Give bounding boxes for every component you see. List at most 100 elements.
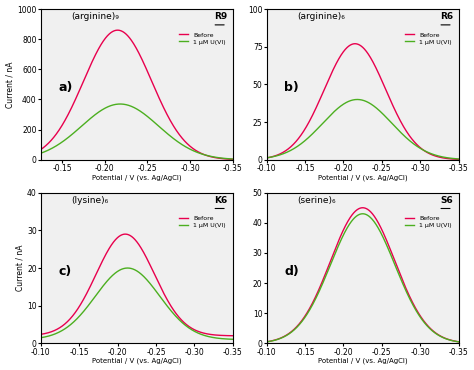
Before — [298, 133, 303, 138]
1 μM U(VI) — [183, 323, 189, 328]
X-axis label: Potential / V (vs. Ag/AgCl): Potential / V (vs. Ag/AgCl) — [92, 174, 182, 181]
Before — [313, 105, 319, 110]
1 μM U(VI) — [377, 109, 383, 114]
1 μM U(VI) — [351, 98, 356, 102]
1 μM U(VI) — [351, 217, 356, 221]
Before — [151, 85, 157, 89]
Line: 1 μM U(VI): 1 μM U(VI) — [267, 214, 458, 342]
Text: R9: R9 — [214, 12, 227, 21]
Y-axis label: Current / nA: Current / nA — [6, 61, 15, 108]
Line: 1 μM U(VI): 1 μM U(VI) — [41, 104, 233, 159]
1 μM U(VI) — [38, 336, 44, 340]
Text: (arginine)₆: (arginine)₆ — [298, 12, 346, 21]
Before — [123, 232, 128, 236]
1 μM U(VI) — [166, 306, 172, 311]
Before — [264, 156, 270, 160]
1 μM U(VI) — [392, 263, 398, 268]
1 μM U(VI) — [264, 340, 270, 344]
Legend: Before, 1 μM U(VI): Before, 1 μM U(VI) — [177, 30, 228, 46]
Text: (lysine)₆: (lysine)₆ — [72, 196, 109, 205]
Before — [377, 74, 383, 79]
Before — [38, 332, 44, 337]
Line: Before: Before — [41, 234, 233, 336]
Line: Before: Before — [267, 44, 458, 159]
Before — [409, 298, 414, 303]
1 μM U(VI) — [313, 296, 319, 300]
1 μM U(VI) — [360, 212, 365, 216]
1 μM U(VI) — [125, 103, 131, 107]
Before — [409, 136, 414, 141]
1 μM U(VI) — [230, 157, 236, 161]
1 μM U(VI) — [125, 266, 130, 270]
1 μM U(VI) — [409, 300, 414, 305]
Before — [377, 224, 383, 228]
Before — [87, 284, 93, 289]
Legend: Before, 1 μM U(VI): Before, 1 μM U(VI) — [403, 30, 454, 46]
1 μM U(VI) — [377, 229, 383, 234]
Y-axis label: Current / nA: Current / nA — [15, 245, 24, 291]
Before — [360, 205, 365, 210]
Legend: Before, 1 μM U(VI): Before, 1 μM U(VI) — [177, 214, 228, 230]
X-axis label: Potential / V (vs. Ag/AgCl): Potential / V (vs. Ag/AgCl) — [318, 358, 408, 364]
Before — [166, 117, 172, 121]
Before — [351, 42, 356, 46]
X-axis label: Potential / V (vs. Ag/AgCl): Potential / V (vs. Ag/AgCl) — [318, 174, 408, 181]
Before — [352, 41, 358, 46]
Text: d): d) — [284, 265, 299, 278]
Before — [87, 64, 93, 68]
1 μM U(VI) — [151, 120, 157, 124]
Before — [230, 333, 236, 338]
1 μM U(VI) — [264, 156, 270, 160]
Before — [264, 340, 270, 344]
1 μM U(VI) — [151, 286, 157, 291]
1 μM U(VI) — [87, 301, 93, 305]
Before — [151, 272, 157, 276]
1 μM U(VI) — [313, 128, 319, 132]
Line: 1 μM U(VI): 1 μM U(VI) — [267, 100, 458, 159]
1 μM U(VI) — [392, 125, 398, 129]
Text: (serine)₆: (serine)₆ — [298, 196, 336, 205]
1 μM U(VI) — [72, 319, 78, 323]
1 μM U(VI) — [183, 145, 189, 149]
Before — [351, 211, 356, 215]
1 μM U(VI) — [456, 157, 461, 161]
Text: b): b) — [284, 81, 299, 94]
Before — [392, 260, 398, 264]
Before — [183, 140, 189, 144]
Before — [115, 28, 120, 33]
Before — [72, 311, 78, 315]
1 μM U(VI) — [298, 321, 303, 325]
Before — [38, 147, 44, 152]
Before — [125, 232, 131, 237]
Text: (arginine)₉: (arginine)₉ — [72, 12, 119, 21]
1 μM U(VI) — [118, 102, 123, 106]
1 μM U(VI) — [355, 97, 360, 102]
1 μM U(VI) — [87, 117, 93, 121]
Text: a): a) — [58, 81, 73, 94]
1 μM U(VI) — [38, 151, 44, 155]
Before — [230, 157, 236, 162]
Line: 1 μM U(VI): 1 μM U(VI) — [41, 268, 233, 339]
Before — [183, 322, 189, 326]
1 μM U(VI) — [230, 337, 236, 342]
1 μM U(VI) — [456, 340, 461, 344]
Text: S6: S6 — [440, 196, 453, 205]
1 μM U(VI) — [298, 142, 303, 146]
Before — [392, 108, 398, 113]
Before — [298, 320, 303, 324]
Before — [72, 98, 78, 103]
Legend: Before, 1 μM U(VI): Before, 1 μM U(VI) — [403, 214, 454, 230]
Text: R6: R6 — [440, 12, 453, 21]
Text: c): c) — [58, 265, 72, 278]
Before — [456, 157, 461, 162]
Before — [313, 293, 319, 298]
Before — [125, 34, 131, 38]
Line: Before: Before — [267, 208, 458, 342]
Before — [456, 340, 461, 344]
1 μM U(VI) — [409, 140, 414, 144]
X-axis label: Potential / V (vs. Ag/AgCl): Potential / V (vs. Ag/AgCl) — [92, 358, 182, 364]
Line: Before: Before — [41, 30, 233, 159]
1 μM U(VI) — [72, 130, 78, 134]
Text: K6: K6 — [214, 196, 227, 205]
Before — [166, 301, 172, 306]
